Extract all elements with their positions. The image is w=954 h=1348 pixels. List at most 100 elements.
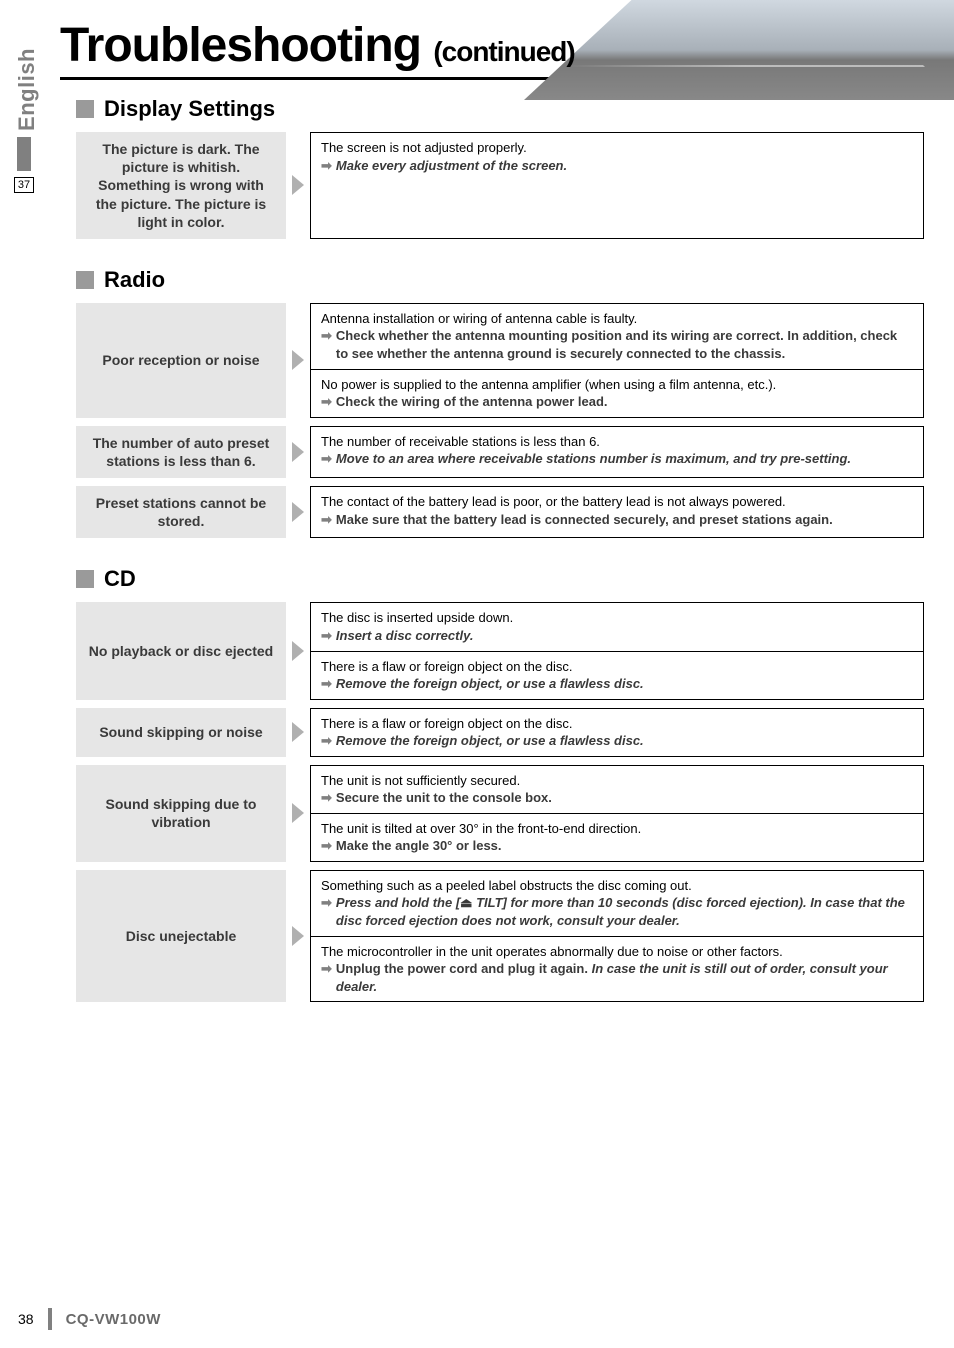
cause-description: The microcontroller in the unit operates… [321,943,913,961]
arrow-right-icon [292,175,304,195]
symptom-cell: Sound skipping or noise [76,708,286,757]
arrow-column [286,132,310,239]
solution-text: Unplug the power cord and plug it again.… [336,960,913,995]
cause-cell: The microcontroller in the unit operates… [311,936,923,1002]
cause-cell: The contact of the battery lead is poor,… [311,487,923,534]
symptom-cell: No playback or disc ejected [76,602,286,699]
symptom-cell: Poor reception or noise [76,303,286,418]
solution-arrow-icon: ➡ [321,960,332,978]
solution-text: Insert a disc correctly. [336,627,474,645]
cause-solution: ➡Press and hold the [⏏ TILT] for more th… [321,894,913,929]
arrow-right-icon [292,350,304,370]
solution-arrow-icon: ➡ [321,393,332,411]
cause-description: Something such as a peeled label obstruc… [321,877,913,895]
cause-description: The contact of the battery lead is poor,… [321,493,913,511]
arrow-column [286,602,310,699]
cause-cell: The unit is not sufficiently secured.➡Se… [311,766,923,813]
solution-text: Secure the unit to the console box. [336,789,552,807]
causes-box: Something such as a peeled label obstruc… [310,870,924,1002]
solution-arrow-icon: ➡ [321,789,332,807]
arrow-column [286,303,310,418]
solution-text: Remove the foreign object, or use a flaw… [336,732,644,750]
cause-description: There is a flaw or foreign object on the… [321,715,913,733]
cause-solution: ➡Check whether the antenna mounting posi… [321,327,913,362]
trouble-row: Preset stations cannot be stored.The con… [76,486,924,538]
trouble-row: Sound skipping due to vibration The unit … [76,765,924,862]
side-language-tab: English 37 [14,48,40,193]
footer-page-number: 38 [18,1311,34,1327]
solution-text: Remove the foreign object, or use a flaw… [336,675,644,693]
arrow-right-icon [292,442,304,462]
section-square-icon [76,271,94,289]
cause-solution: ➡Make the angle 30° or less. [321,837,913,855]
arrow-right-icon [292,926,304,946]
cause-description: The screen is not adjusted properly. [321,139,913,157]
section-title: Radio [104,267,165,293]
causes-box: The number of receivable stations is les… [310,426,924,478]
cause-description: The number of receivable stations is les… [321,433,913,451]
solution-arrow-icon: ➡ [321,511,332,529]
solution-arrow-icon: ➡ [321,732,332,750]
trouble-row: The number of auto preset stations is le… [76,426,924,478]
cause-description: There is a flaw or foreign object on the… [321,658,913,676]
arrow-column [286,486,310,538]
cause-solution: ➡Insert a disc correctly. [321,627,913,645]
cause-solution: ➡Make sure that the battery lead is conn… [321,511,913,529]
causes-box: There is a flaw or foreign object on the… [310,708,924,757]
solution-arrow-icon: ➡ [321,627,332,645]
cause-cell: There is a flaw or foreign object on the… [311,709,923,756]
arrow-column [286,426,310,478]
solution-text: Press and hold the [⏏ TILT] for more tha… [336,894,913,929]
solution-arrow-icon: ➡ [321,157,332,175]
section-title: Display Settings [104,96,275,122]
solution-text: Make sure that the battery lead is conne… [336,511,833,529]
arrow-right-icon [292,803,304,823]
solution-text: Make every adjustment of the screen. [336,157,567,175]
cause-cell: Antenna installation or wiring of antenn… [311,304,923,369]
symptom-cell: The picture is dark. The picture is whit… [76,132,286,239]
trouble-row: The picture is dark. The picture is whit… [76,132,924,239]
symptom-cell: Sound skipping due to vibration [76,765,286,862]
arrow-column [286,708,310,757]
solution-arrow-icon: ➡ [321,327,332,345]
cause-description: The disc is inserted upside down. [321,609,913,627]
section-title: CD [104,566,136,592]
cause-solution: ➡Remove the foreign object, or use a fla… [321,732,913,750]
solution-text: Make the angle 30° or less. [336,837,502,855]
side-tab-bar [17,137,31,171]
arrow-column [286,870,310,1002]
cause-description: The unit is not sufficiently secured. [321,772,913,790]
section-heading-radio: Radio [76,267,924,293]
arrow-right-icon [292,641,304,661]
section-square-icon [76,570,94,588]
solution-text: Check the wiring of the antenna power le… [336,393,608,411]
causes-box: The disc is inserted upside down.➡Insert… [310,602,924,699]
symptom-cell: The number of auto preset stations is le… [76,426,286,478]
cause-solution: ➡Make every adjustment of the screen. [321,157,913,175]
trouble-row: No playback or disc ejected The disc is i… [76,602,924,699]
page-title: Troubleshooting (continued) [0,0,954,77]
page-footer: 38 CQ-VW100W [18,1308,161,1330]
cause-cell: The screen is not adjusted properly.➡Mak… [311,133,923,180]
trouble-row: Sound skipping or noise There is a flaw o… [76,708,924,757]
cause-cell: The disc is inserted upside down.➡Insert… [311,603,923,650]
arrow-right-icon [292,722,304,742]
cause-solution: ➡Secure the unit to the console box. [321,789,913,807]
cause-description: No power is supplied to the antenna ampl… [321,376,913,394]
solution-arrow-icon: ➡ [321,450,332,468]
arrow-right-icon [292,502,304,522]
cause-solution: ➡Check the wiring of the antenna power l… [321,393,913,411]
symptom-cell: Disc unejectable [76,870,286,1002]
solution-text: Move to an area where receivable station… [336,450,851,468]
solution-arrow-icon: ➡ [321,837,332,855]
cause-cell: There is a flaw or foreign object on the… [311,651,923,699]
side-tab-language: English [14,48,40,131]
cause-solution: ➡Move to an area where receivable statio… [321,450,913,468]
cause-description: Antenna installation or wiring of antenn… [321,310,913,328]
cause-description: The unit is tilted at over 30° in the fr… [321,820,913,838]
footer-separator [48,1308,52,1330]
solution-arrow-icon: ➡ [321,675,332,693]
solution-arrow-icon: ➡ [321,894,332,912]
causes-box: The unit is not sufficiently secured.➡Se… [310,765,924,862]
cause-cell: The number of receivable stations is les… [311,427,923,474]
